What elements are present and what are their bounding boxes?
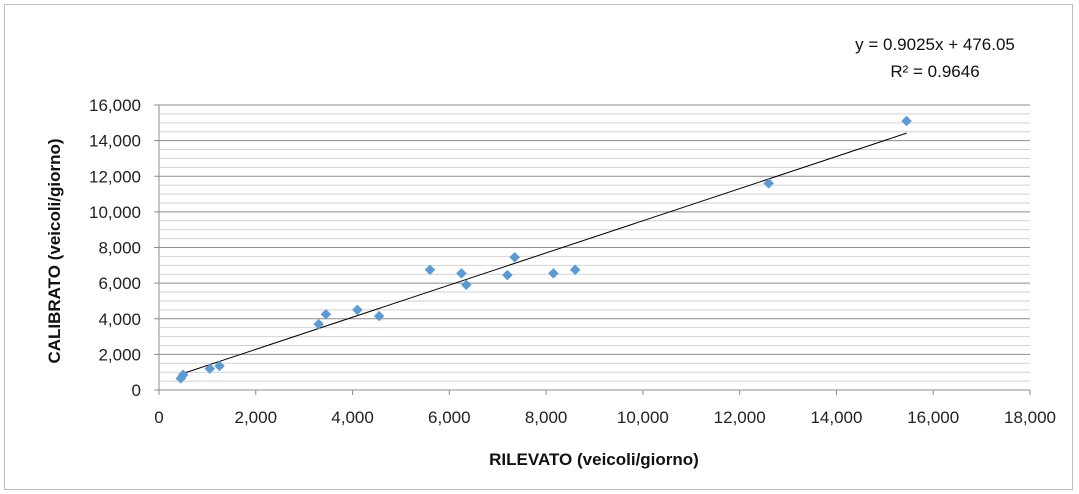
x-tick-label: 12,000: [714, 408, 766, 427]
data-point: [509, 251, 521, 263]
data-point: [352, 304, 363, 316]
data-point: [548, 267, 559, 279]
x-tick-label: 0: [154, 408, 163, 427]
data-point: [502, 269, 513, 281]
data-point: [177, 369, 189, 381]
x-tick-labels: 0 2,000 4,000 6,000 8,000 10,000 12,000 14,000 1…: [154, 390, 1056, 427]
data-point: [214, 360, 225, 372]
x-tick-label: 16,000: [907, 408, 959, 427]
y-tick-label: 4,000: [98, 310, 141, 329]
y-tick-label: 12,000: [89, 167, 141, 186]
y-tick-label: 10,000: [89, 203, 141, 222]
y-tick-label: 0: [132, 381, 141, 400]
trendline: [180, 132, 907, 375]
y-tick-label: 2,000: [98, 345, 141, 364]
x-tick-label: 8,000: [525, 408, 568, 427]
gridlines: [159, 104, 1030, 382]
x-tick-label: 18,000: [1004, 408, 1056, 427]
r-squared-label: R² = 0.9646: [890, 62, 979, 81]
y-tick-label: 6,000: [98, 274, 141, 293]
data-point: [373, 310, 385, 322]
y-tick-label: 8,000: [98, 239, 141, 258]
data-point: [320, 308, 332, 320]
data-point: [313, 318, 325, 330]
x-tick-label: 4,000: [331, 408, 374, 427]
x-tick-label: 10,000: [617, 408, 669, 427]
data-point: [901, 115, 912, 127]
y-tick-labels: 0 2,000 4,000 6,000 8,000 10,000 12,000 14,000 1…: [89, 96, 159, 400]
data-point: [569, 264, 581, 276]
y-tick-label: 14,000: [89, 132, 141, 151]
data-point: [424, 264, 436, 276]
data-point: [460, 279, 472, 291]
data-point: [763, 178, 775, 189]
data-points: [175, 115, 912, 384]
trendline-group: [180, 132, 907, 375]
data-point: [456, 267, 467, 279]
data-point: [204, 363, 216, 374]
x-tick-label: 14,000: [810, 408, 862, 427]
x-axis-title: RILEVATO (veicoli/giorno): [489, 450, 699, 469]
y-tick-label: 16,000: [89, 96, 141, 115]
x-tick-label: 6,000: [428, 408, 471, 427]
x-tick-label: 2,000: [235, 408, 278, 427]
trendline-equation: y = 0.9025x + 476.05: [855, 35, 1015, 54]
y-axis-title: CALIBRATO (veicoli/giorno): [45, 138, 64, 363]
